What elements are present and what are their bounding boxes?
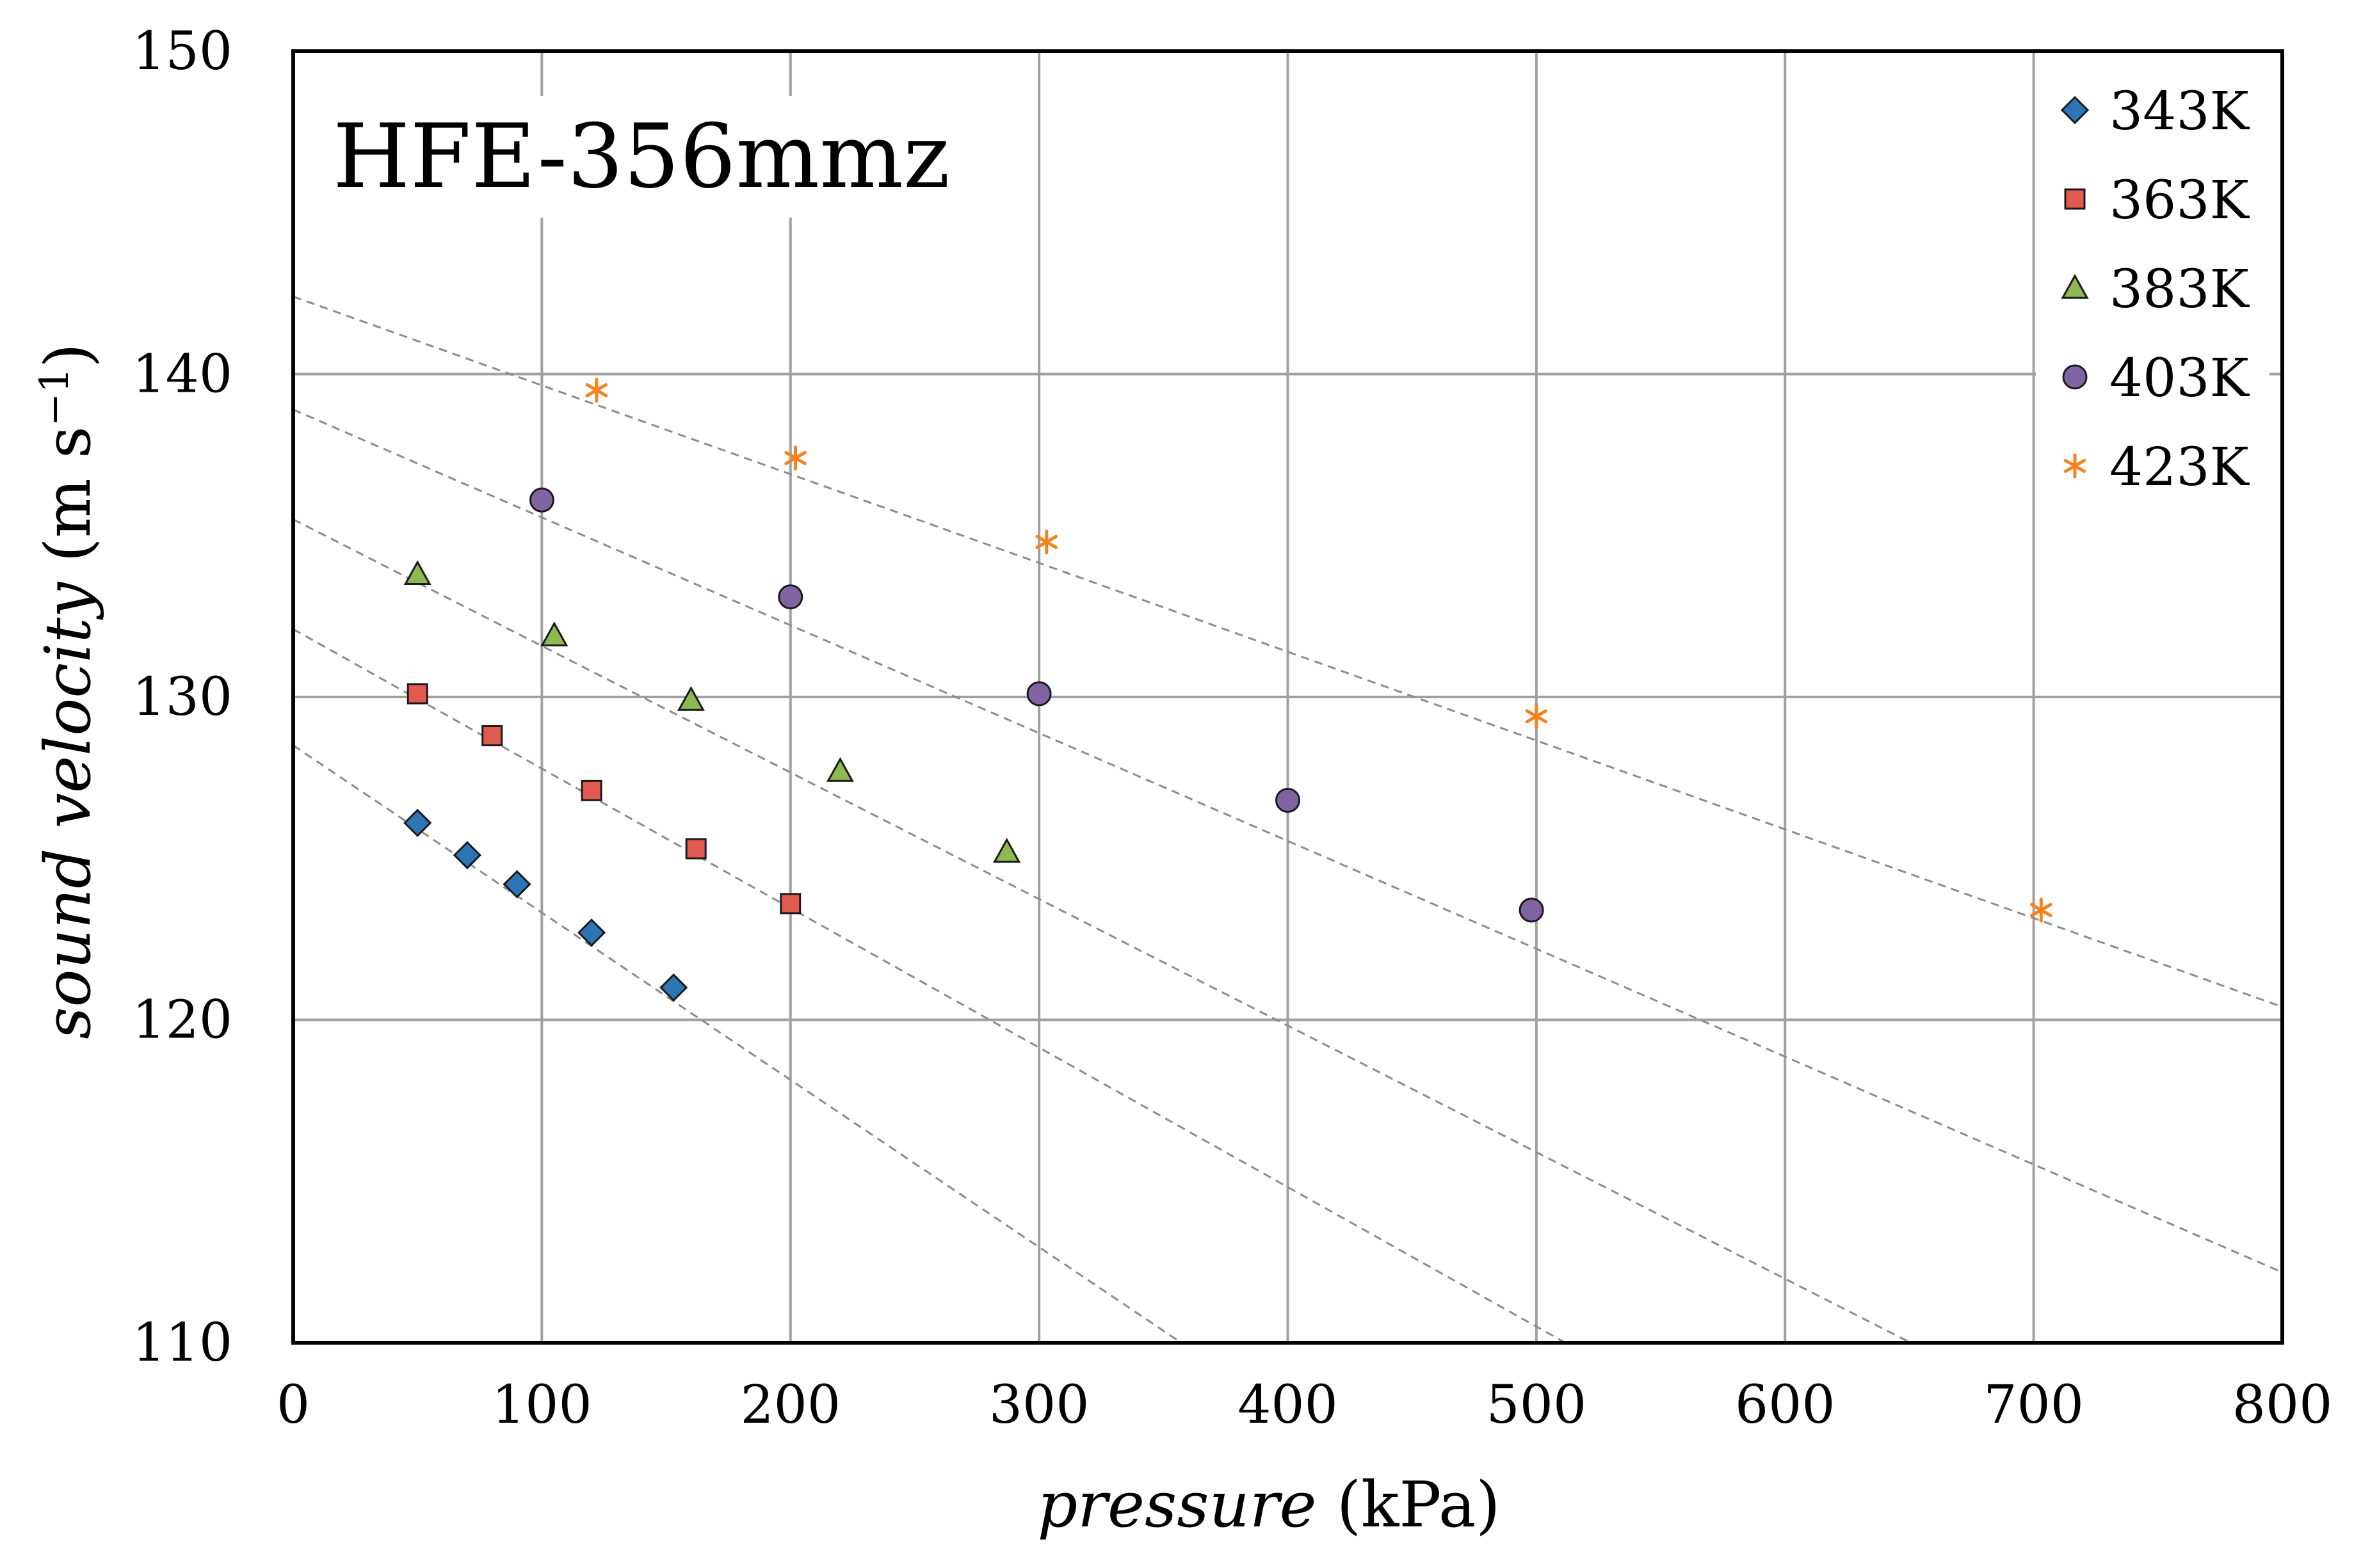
- point-343K: [403, 808, 432, 837]
- x-tick-label: 200: [740, 1375, 841, 1436]
- chart-title: HFE-356mmz: [333, 105, 950, 208]
- y-axis-title-quantity: sound velocity: [32, 581, 105, 1039]
- point-363K: [481, 725, 503, 747]
- point-423K-stroke: [1035, 534, 1058, 549]
- point-403K: [1275, 787, 1300, 813]
- x-axis-title: pressure (kPa): [1037, 1469, 1500, 1542]
- point-423K: [784, 445, 807, 471]
- point-383K: [677, 685, 705, 711]
- point-403K: [1026, 681, 1052, 707]
- point-363K: [581, 780, 602, 801]
- legend-label: 383K: [2109, 259, 2250, 320]
- y-axis-title-exponent: −1: [31, 367, 77, 426]
- x-tick-label: 100: [492, 1375, 592, 1436]
- point-383K: [993, 838, 1021, 863]
- x-tick-label: 400: [1237, 1375, 1338, 1436]
- x-tick-label: 700: [1983, 1375, 2084, 1436]
- grid-lines: [293, 51, 2282, 1343]
- legend-marker-423K: [2063, 453, 2086, 479]
- point-403K: [529, 487, 554, 513]
- point-383K: [826, 756, 854, 782]
- legend-marker-343K: [2060, 95, 2090, 125]
- point-423K-stroke: [585, 383, 608, 397]
- point-423K-stroke: [2030, 902, 2052, 917]
- y-axis-title-close: ): [32, 343, 105, 367]
- legend-label: 423K: [2109, 437, 2250, 498]
- point-343K: [453, 841, 481, 870]
- legend-label: 343K: [2109, 81, 2250, 142]
- point-403K: [778, 584, 803, 610]
- x-tick-label: 600: [1735, 1375, 1835, 1436]
- point-343K: [577, 918, 606, 947]
- point-383K: [403, 560, 431, 585]
- y-tick-label: 110: [132, 1313, 232, 1373]
- legend-marker-363K: [2064, 188, 2086, 210]
- fit-line-343K: [293, 744, 1182, 1344]
- legend-marker-423K-stroke: [2063, 459, 2086, 473]
- point-423K: [2030, 897, 2052, 923]
- point-343K: [659, 973, 688, 1002]
- y-tick-label: 140: [132, 344, 232, 405]
- x-tick-label: 500: [1487, 1375, 1587, 1436]
- y-tick-label: 130: [132, 667, 232, 728]
- legend-label: 363K: [2109, 170, 2250, 231]
- x-tick-label: 800: [2232, 1375, 2333, 1436]
- plot-area-frame: [291, 49, 2284, 1345]
- point-423K-stroke: [1525, 709, 1548, 724]
- legend-marker-383K: [2061, 273, 2089, 299]
- fit-line-363K: [293, 628, 1566, 1344]
- axis-ticks: 0 100 200 300 400 500 600 700 800 110 120 130 140 150: [132, 21, 2332, 1436]
- fit-lines: [293, 296, 2283, 1344]
- x-tick-label: 300: [989, 1375, 1090, 1436]
- panel-title-background: [319, 96, 972, 218]
- x-axis-title-quantity: pressure: [1037, 1469, 1316, 1542]
- legend-label: 403K: [2109, 348, 2250, 409]
- fit-line-403K: [293, 408, 2283, 1274]
- data-points: [403, 378, 2052, 1002]
- legend-marker-403K: [2062, 364, 2088, 390]
- y-tick-label: 150: [132, 21, 232, 82]
- point-423K: [1525, 703, 1548, 729]
- legend: 343K 363K 383K 403K 423K: [2036, 64, 2269, 512]
- fit-line-383K: [293, 518, 1912, 1344]
- y-axis-title-unit: (m s: [32, 426, 105, 563]
- x-axis-title-unit: (kPa): [1337, 1469, 1501, 1542]
- point-423K-stroke: [784, 451, 807, 465]
- x-tick-label: 0: [277, 1375, 310, 1436]
- point-423K: [1035, 529, 1058, 555]
- y-tick-label: 120: [132, 990, 232, 1051]
- point-343K: [503, 870, 531, 899]
- point-423K: [585, 378, 608, 403]
- point-403K: [1519, 897, 1544, 923]
- point-363K: [685, 838, 707, 860]
- point-383K: [540, 621, 568, 646]
- point-363K: [407, 683, 428, 705]
- point-363K: [780, 893, 802, 915]
- y-axis-title: sound velocity (m s−1): [31, 343, 105, 1039]
